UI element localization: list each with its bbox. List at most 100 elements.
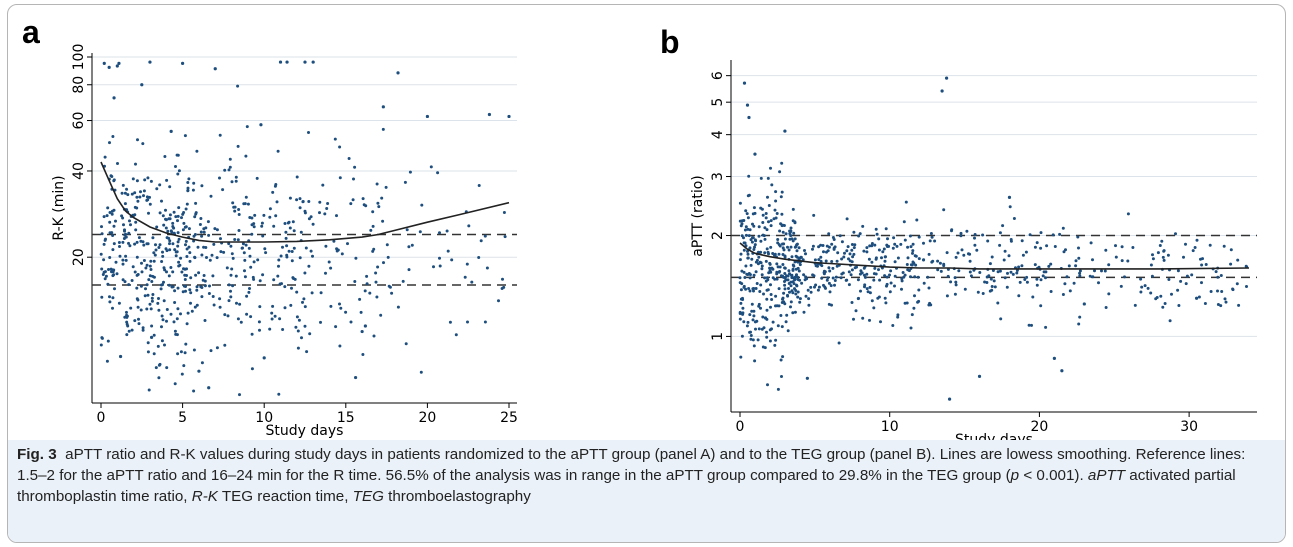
panel-a-data-point (380, 196, 384, 200)
panel-b-data-point (761, 213, 765, 217)
panel-a-data-point (145, 307, 149, 311)
panel-a-data-point (244, 154, 248, 158)
panel-b-data-point (779, 274, 783, 278)
panel-a-data-point (104, 274, 108, 278)
panel-b-data-point (903, 301, 907, 305)
panel-a-data-point (157, 308, 161, 312)
panel-b-data-point (759, 176, 763, 180)
panel-b-data-point (913, 294, 916, 298)
panel-a-data-point (140, 261, 143, 265)
panel-a-data-point (215, 346, 219, 350)
panel-a-data-point (287, 220, 291, 224)
panel-b-data-point (1033, 245, 1037, 249)
panel-a-data-point (247, 290, 251, 294)
panel-b-data-point (783, 266, 787, 270)
panel-b-data-point (742, 248, 746, 252)
panel-b-data-point (900, 279, 904, 283)
panel-a-data-point (302, 297, 306, 301)
panel-b-data-point (750, 240, 754, 244)
panel-a-data-point (181, 290, 185, 294)
panel-b-data-point (968, 270, 972, 274)
panel-a-data-point (319, 320, 322, 324)
panel-a-data-point (176, 240, 180, 244)
panel-b-data-point (1058, 232, 1062, 236)
panel-a-data-point (229, 289, 232, 293)
panel-b-data-point (796, 295, 800, 299)
panel-a-data-point (149, 335, 154, 339)
panel-b-data-point (1126, 259, 1130, 263)
panel-b-data-point (908, 234, 912, 238)
panel-b-data-point (763, 276, 767, 280)
panel-a-data-point (361, 197, 365, 201)
panel-a-data-point (324, 244, 328, 248)
panel-b-data-point (783, 272, 787, 275)
panel-b-data-point (827, 302, 831, 306)
panel-b-data-point (927, 252, 931, 256)
panel-a-data-point (289, 303, 293, 307)
panel-b-data-point (881, 250, 885, 254)
panel-b-data-point (791, 207, 795, 211)
panel-b-data-point (856, 278, 860, 282)
panel-b-data-point (985, 281, 989, 284)
panel-b-data-point (759, 250, 763, 254)
panel-a-x-tick-label: 10 (255, 410, 273, 426)
panel-a-data-point (135, 206, 139, 210)
panel-a-data-point (359, 310, 363, 314)
panel-a-data-point (271, 190, 275, 194)
panel-a-data-point (276, 149, 280, 153)
panel-b-data-point (945, 251, 949, 255)
panel-b-data-point (1158, 244, 1162, 247)
panel-b-data-point (752, 248, 756, 251)
panel-b-data-point (874, 256, 878, 260)
panel-a-data-point (283, 222, 287, 225)
panel-a-data-point (133, 242, 137, 246)
panel-a-data-point (152, 275, 156, 279)
panel-a-x-tick-label: 25 (500, 410, 518, 426)
panel-a-data-point (212, 242, 216, 246)
panel-a-data-point (176, 231, 180, 235)
panel-b-data-point (755, 258, 759, 262)
panel-b-data-point (794, 274, 798, 278)
panel-b-data-point (746, 194, 750, 198)
panel-b-data-point (760, 267, 764, 271)
panel-b-data-point (765, 276, 769, 280)
panel-a-data-point (233, 209, 237, 213)
panel-b-data-point (738, 276, 742, 280)
panel-b-data-point (742, 219, 746, 222)
panel-a-data-point (103, 277, 107, 281)
panel-b-data-point (1219, 304, 1223, 308)
panel-a-data-point (290, 286, 293, 290)
panel-a-data-point (219, 250, 223, 254)
panel-a-data-point (205, 256, 208, 259)
panel-b-data-point (911, 242, 915, 246)
panel-a-data-point (105, 359, 109, 363)
panel-b-data-point (1131, 246, 1135, 249)
panel-b-data-point (776, 265, 780, 269)
panel-b-data-point (1003, 276, 1007, 280)
panel-b-data-point (792, 282, 796, 286)
panel-b-data-point (771, 267, 775, 271)
panel-a-data-point (261, 234, 265, 238)
panel-b-data-point (1077, 246, 1080, 250)
panel-b-data-point (889, 281, 893, 285)
panel-b-data-point (1031, 295, 1035, 299)
panel-a-data-point (112, 273, 116, 277)
panel-b-data-point (788, 237, 792, 241)
panel-a-data-point (135, 240, 139, 244)
panel-a-data-point (210, 253, 214, 257)
panel-b-data-point (1114, 244, 1117, 248)
panel-b-data-point (959, 231, 963, 235)
panel-b-data-point (852, 317, 855, 321)
panel-b-data-point (1009, 239, 1013, 243)
panel-b-data-point (752, 206, 756, 210)
panel-b-data-point (1161, 255, 1165, 259)
panel-b-data-point (992, 279, 996, 283)
panel-a-data-point (405, 228, 409, 232)
panel-b-data-point (741, 311, 745, 315)
panel-b-data-point (745, 272, 749, 276)
panel-a-data-point (187, 227, 191, 231)
panel-a-data-point (273, 184, 277, 188)
panel-b-data-point (1220, 290, 1224, 293)
panel-a-chart: 20 40 60 80 100 0 5 10 15 20 25 Study days R-K (min) (51, 44, 518, 439)
panel-b-data-point (866, 290, 870, 294)
